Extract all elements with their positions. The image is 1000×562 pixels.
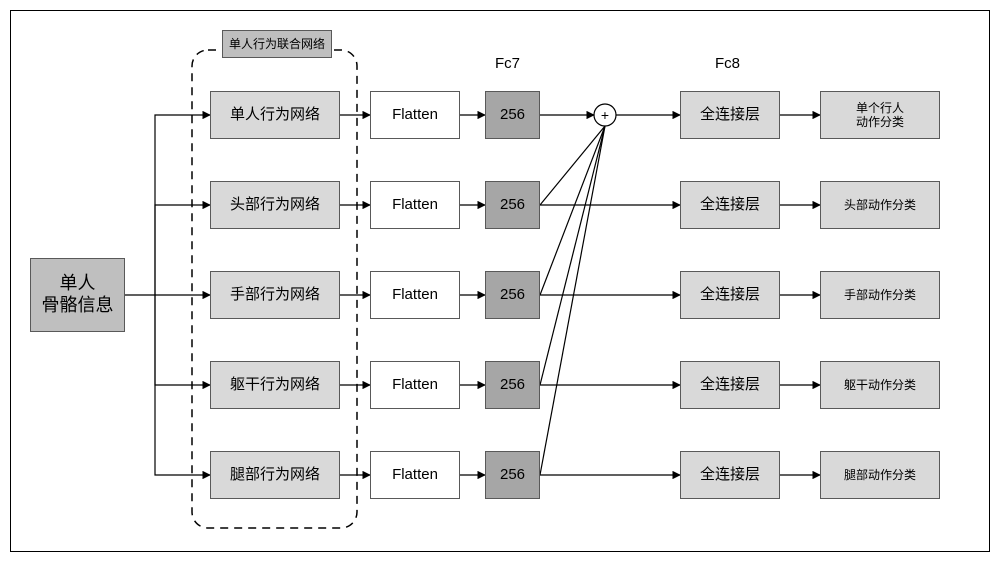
fc8-box-0: 全连接层: [680, 91, 780, 139]
diagram-canvas: 单人行为联合网络单人骨骼信息 Fc7 Fc8 + 单人行为网络 Flatten 256 全连接…: [0, 0, 1000, 562]
flatten-box-1: Flatten: [370, 181, 460, 229]
fc7-box-1: 256: [485, 181, 540, 229]
net-box-4: 腿部行为网络: [210, 451, 340, 499]
fc8-box-4: 全连接层: [680, 451, 780, 499]
flatten-box-3: Flatten: [370, 361, 460, 409]
fc7-box-2: 256: [485, 271, 540, 319]
out-box-2: 手部动作分类: [820, 271, 940, 319]
fc8-box-2: 全连接层: [680, 271, 780, 319]
out-box-1: 头部动作分类: [820, 181, 940, 229]
group-label: 单人行为联合网络: [222, 30, 332, 58]
out-box-4: 腿部动作分类: [820, 451, 940, 499]
fc7-box-4: 256: [485, 451, 540, 499]
net-box-1: 头部行为网络: [210, 181, 340, 229]
fc8-label: Fc8: [715, 55, 740, 73]
net-box-3: 躯干行为网络: [210, 361, 340, 409]
fc7-box-0: 256: [485, 91, 540, 139]
flatten-box-4: Flatten: [370, 451, 460, 499]
out-box-0: 单个行人动作分类: [820, 91, 940, 139]
fc8-box-1: 全连接层: [680, 181, 780, 229]
out-box-3: 躯干动作分类: [820, 361, 940, 409]
plus-icon: +: [594, 104, 616, 126]
net-box-0: 单人行为网络: [210, 91, 340, 139]
net-box-2: 手部行为网络: [210, 271, 340, 319]
flatten-box-2: Flatten: [370, 271, 460, 319]
input-box: 单人骨骼信息: [30, 258, 125, 332]
fc7-label: Fc7: [495, 55, 520, 73]
flatten-box-0: Flatten: [370, 91, 460, 139]
fc7-box-3: 256: [485, 361, 540, 409]
fc8-box-3: 全连接层: [680, 361, 780, 409]
